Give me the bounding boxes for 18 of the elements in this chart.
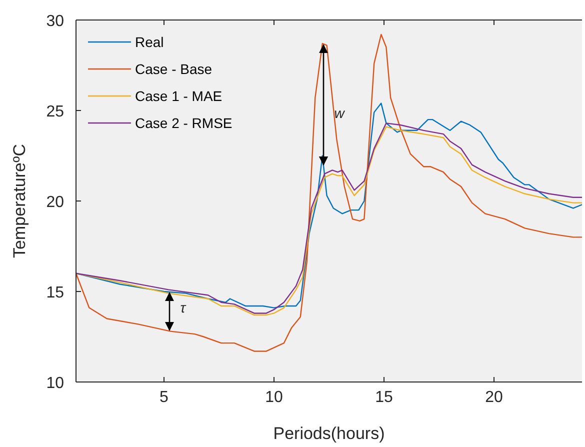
y-tick-label: 10 [46,375,64,392]
x-tick-label: 5 [160,389,169,406]
x-tick-label: 20 [485,389,503,406]
x-tick-label: 10 [265,389,283,406]
y-tick-label: 25 [46,104,64,120]
legend-label: Case 1 - MAE [135,88,222,104]
annotation: w [334,104,346,121]
y-tick-label: 30 [46,13,64,30]
y-axis-title: TemperatureºC [10,144,29,258]
line-series [76,34,582,352]
y-tick-label: 15 [46,284,64,302]
x-tick-label: 15 [375,389,393,406]
annotation: τ [180,300,186,316]
legend-label: Real [135,34,164,50]
legend-label: Case 2 - RMSE [135,115,232,131]
x-axis-title: Periods(hours) [273,424,385,443]
legend-label: Case - Base [135,61,212,77]
y-tick-label: 20 [46,194,64,211]
